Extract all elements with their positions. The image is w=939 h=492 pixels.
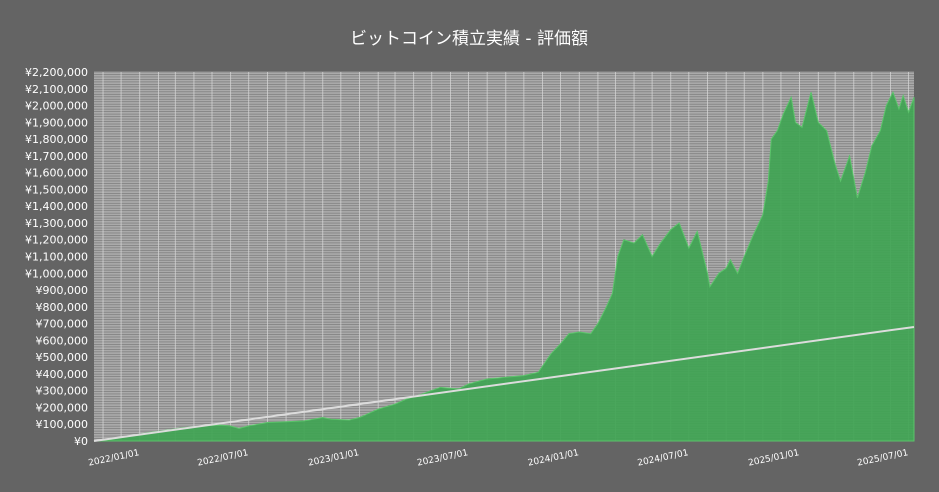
y-tick-label: ¥900,000 (36, 284, 89, 297)
y-tick-label: ¥2,200,000 (25, 66, 88, 79)
valuation-area (93, 90, 915, 442)
y-tick-label: ¥1,600,000 (25, 167, 88, 180)
y-tick-label: ¥700,000 (36, 318, 89, 331)
x-tick-label: 2025/01/01 (747, 448, 800, 469)
y-tick-label: ¥0 (74, 435, 88, 448)
y-tick-label: ¥1,100,000 (25, 251, 88, 264)
x-tick-label: 2025/07/01 (856, 448, 909, 469)
x-tick-label: 2022/07/01 (197, 448, 250, 469)
y-tick-label: ¥2,100,000 (25, 83, 88, 96)
y-tick-label: ¥800,000 (36, 301, 89, 314)
y-tick-label: ¥500,000 (36, 351, 89, 364)
y-tick-label: ¥200,000 (36, 401, 89, 414)
y-axis-tick-labels: ¥0 ¥100,000 ¥200,000 ¥300,000 ¥400,000 ¥500,0… (25, 66, 88, 448)
y-tick-label: ¥300,000 (36, 385, 89, 398)
y-tick-label: ¥1,800,000 (25, 133, 88, 146)
y-tick-label: ¥1,500,000 (25, 183, 88, 196)
y-tick-label: ¥1,400,000 (25, 200, 88, 213)
y-tick-label: ¥1,200,000 (25, 234, 88, 247)
cumulative-investment-line (93, 325, 915, 442)
x-tick-label: 2024/01/01 (527, 448, 580, 469)
x-axis-tick-labels: 2022/01/01 2022/07/01 2023/01/01 2023/07/01… (88, 448, 910, 469)
y-tick-label: ¥1,700,000 (25, 150, 88, 163)
y-tick-label: ¥100,000 (36, 418, 89, 431)
y-tick-label: ¥600,000 (36, 334, 89, 347)
y-tick-label: ¥1,900,000 (25, 116, 88, 129)
x-tick-label: 2023/01/01 (307, 448, 360, 469)
y-tick-label: ¥400,000 (36, 368, 89, 381)
x-tick-label: 2022/01/01 (88, 448, 141, 469)
y-tick-label: ¥2,000,000 (25, 100, 88, 113)
y-tick-label: ¥1,000,000 (25, 267, 88, 280)
x-tick-label: 2024/07/01 (637, 448, 690, 469)
chart-title: ビットコイン積立実績 - 評価額 (350, 29, 588, 49)
x-tick-label: 2023/07/01 (416, 448, 469, 469)
y-tick-label: ¥1,300,000 (25, 217, 88, 230)
